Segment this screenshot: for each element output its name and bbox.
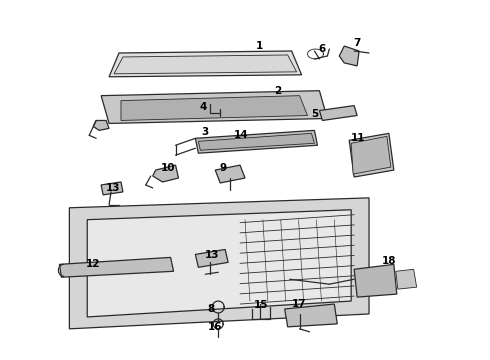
Text: 14: 14 (234, 130, 248, 140)
Polygon shape (114, 55, 296, 74)
Polygon shape (101, 91, 327, 123)
Text: 17: 17 (292, 299, 307, 309)
Polygon shape (349, 133, 394, 177)
Text: 15: 15 (254, 300, 268, 310)
Polygon shape (215, 165, 245, 183)
Text: 8: 8 (208, 304, 215, 314)
Polygon shape (87, 210, 351, 317)
Text: 7: 7 (353, 38, 361, 48)
Text: 9: 9 (220, 163, 227, 173)
Polygon shape (121, 96, 308, 121)
Text: 13: 13 (106, 183, 120, 193)
Text: 12: 12 (86, 259, 100, 269)
Text: 5: 5 (311, 108, 318, 118)
Polygon shape (153, 165, 178, 182)
Text: 3: 3 (202, 127, 209, 138)
Polygon shape (351, 136, 391, 174)
Polygon shape (196, 249, 228, 267)
Polygon shape (396, 269, 416, 289)
Text: 16: 16 (208, 322, 222, 332)
Text: 2: 2 (274, 86, 281, 96)
Polygon shape (93, 121, 109, 130)
Polygon shape (59, 257, 173, 277)
Text: 6: 6 (319, 44, 326, 54)
Polygon shape (319, 105, 357, 121)
Polygon shape (198, 133, 315, 150)
Polygon shape (196, 130, 318, 153)
Polygon shape (109, 51, 301, 77)
Polygon shape (339, 46, 359, 66)
Text: 11: 11 (351, 133, 366, 143)
Polygon shape (354, 264, 397, 297)
Text: 13: 13 (205, 251, 220, 260)
Text: 18: 18 (382, 256, 396, 266)
Text: 1: 1 (256, 41, 264, 51)
Polygon shape (101, 182, 123, 195)
Text: 4: 4 (199, 102, 207, 112)
Text: 10: 10 (160, 163, 175, 173)
Polygon shape (70, 198, 369, 329)
Polygon shape (285, 304, 337, 327)
